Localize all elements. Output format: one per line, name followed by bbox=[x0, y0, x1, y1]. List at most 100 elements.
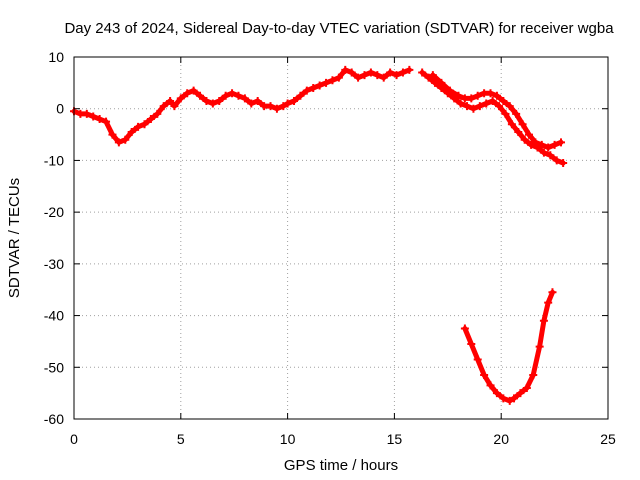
data-point bbox=[334, 73, 343, 82]
data-point bbox=[463, 102, 472, 111]
data-series bbox=[70, 65, 568, 405]
series-track-a bbox=[70, 65, 414, 147]
data-point bbox=[546, 151, 555, 160]
data-point bbox=[89, 112, 98, 121]
data-point bbox=[501, 109, 510, 118]
data-point bbox=[208, 99, 217, 108]
data-point bbox=[499, 394, 508, 403]
data-point bbox=[279, 102, 288, 111]
data-point bbox=[520, 135, 529, 144]
series-track-d bbox=[460, 288, 557, 405]
data-point bbox=[473, 91, 482, 100]
data-point bbox=[221, 91, 230, 100]
data-point bbox=[159, 102, 168, 111]
series-line bbox=[71, 67, 412, 145]
data-point bbox=[121, 135, 130, 144]
data-point bbox=[544, 143, 553, 152]
data-point bbox=[183, 89, 192, 98]
data-point bbox=[473, 355, 482, 364]
data-point bbox=[467, 340, 476, 349]
data-point bbox=[516, 389, 525, 398]
data-point bbox=[309, 84, 318, 93]
data-point bbox=[552, 156, 561, 165]
data-point bbox=[510, 394, 519, 403]
series-line bbox=[462, 289, 555, 404]
plot-frame bbox=[73, 56, 609, 420]
data-point bbox=[153, 109, 162, 118]
data-point bbox=[518, 120, 527, 129]
data-point bbox=[315, 81, 324, 90]
data-point bbox=[486, 89, 495, 98]
x-tick-label: 0 bbox=[70, 431, 78, 447]
data-point bbox=[531, 138, 540, 147]
data-point bbox=[392, 71, 401, 80]
x-tick-label: 20 bbox=[493, 431, 509, 447]
y-tick-label: -50 bbox=[44, 359, 64, 375]
data-point bbox=[495, 102, 504, 111]
data-point bbox=[114, 138, 123, 147]
data-point bbox=[283, 99, 292, 108]
data-point bbox=[127, 127, 136, 136]
data-point bbox=[82, 109, 91, 118]
data-point bbox=[354, 73, 363, 82]
data-point bbox=[507, 120, 516, 129]
data-point bbox=[512, 109, 521, 118]
data-point bbox=[386, 68, 395, 77]
data-point bbox=[95, 115, 104, 124]
data-point bbox=[437, 78, 446, 87]
data-point bbox=[454, 91, 463, 100]
data-point bbox=[398, 68, 407, 77]
data-point bbox=[559, 159, 568, 168]
data-point bbox=[405, 65, 414, 74]
data-point bbox=[272, 104, 281, 113]
data-point bbox=[475, 102, 484, 111]
x-tick-label: 15 bbox=[387, 431, 403, 447]
data-point bbox=[290, 96, 299, 105]
data-point bbox=[499, 96, 508, 105]
data-point bbox=[445, 86, 454, 95]
data-point bbox=[535, 342, 544, 351]
data-point bbox=[557, 138, 566, 147]
data-point bbox=[140, 120, 149, 129]
data-point bbox=[469, 104, 478, 113]
data-point bbox=[373, 71, 382, 80]
data-point bbox=[544, 298, 553, 307]
data-point bbox=[548, 288, 557, 297]
data-point bbox=[418, 68, 427, 77]
x-tick-label: 25 bbox=[600, 431, 616, 447]
y-axis-label: SDTVAR / TECUs bbox=[6, 178, 23, 298]
data-point bbox=[296, 91, 305, 100]
x-tick-label: 5 bbox=[177, 431, 185, 447]
data-point bbox=[539, 148, 548, 157]
data-point bbox=[467, 94, 476, 103]
data-point bbox=[514, 127, 523, 136]
y-tick-label: -20 bbox=[44, 204, 64, 220]
data-point bbox=[253, 96, 262, 105]
data-point bbox=[379, 73, 388, 82]
data-point bbox=[240, 94, 249, 103]
data-point bbox=[196, 91, 205, 100]
x-tick-label: 10 bbox=[280, 431, 296, 447]
data-point bbox=[189, 86, 198, 95]
y-tick-label: -40 bbox=[44, 308, 64, 324]
y-tick-label: 10 bbox=[48, 49, 64, 65]
data-point bbox=[428, 71, 437, 80]
data-point bbox=[202, 96, 211, 105]
data-point bbox=[215, 96, 224, 105]
data-point bbox=[424, 73, 433, 82]
data-point bbox=[505, 102, 514, 111]
data-point bbox=[266, 102, 275, 111]
data-point bbox=[347, 68, 356, 77]
data-point bbox=[328, 76, 337, 85]
data-point bbox=[486, 381, 495, 390]
series-track-c bbox=[428, 71, 566, 152]
axis-ticks: 10 0 -10 -20 -30 -40 -50 -60 0 5 10 15 20 25 bbox=[44, 49, 616, 447]
data-point bbox=[480, 371, 489, 380]
data-point bbox=[527, 140, 536, 149]
data-point bbox=[482, 99, 491, 108]
data-point bbox=[505, 396, 514, 405]
data-point bbox=[102, 117, 111, 126]
data-point bbox=[322, 78, 331, 87]
data-point bbox=[539, 316, 548, 325]
